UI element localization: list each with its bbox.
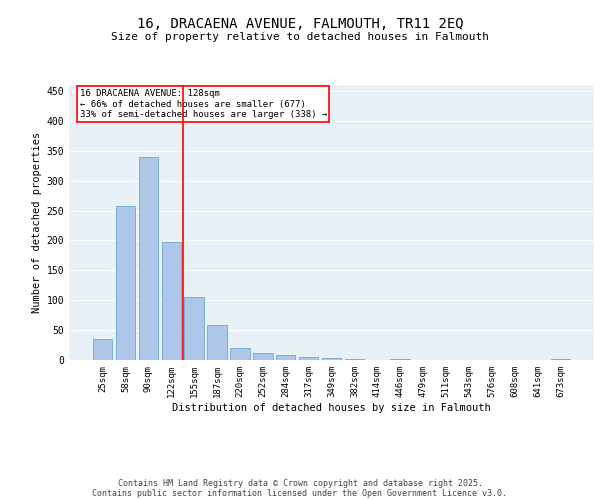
Text: Contains HM Land Registry data © Crown copyright and database right 2025.: Contains HM Land Registry data © Crown c… (118, 478, 482, 488)
Bar (116, 206, 135, 360)
Bar (161, 242, 181, 360)
Text: Contains public sector information licensed under the Open Government Licence v3: Contains public sector information licen… (92, 488, 508, 498)
Bar (208, 326, 227, 360)
Text: 16, DRACAENA AVENUE, FALMOUTH, TR11 2EQ: 16, DRACAENA AVENUE, FALMOUTH, TR11 2EQ (137, 18, 463, 32)
X-axis label: Distribution of detached houses by size in Falmouth: Distribution of detached houses by size … (172, 402, 491, 412)
Text: 16 DRACAENA AVENUE: 128sqm
← 66% of detached houses are smaller (677)
33% of sem: 16 DRACAENA AVENUE: 128sqm ← 66% of deta… (79, 89, 327, 119)
Text: Size of property relative to detached houses in Falmouth: Size of property relative to detached ho… (111, 32, 489, 42)
Bar (276, 355, 295, 360)
Bar (230, 348, 250, 360)
Bar (139, 156, 158, 360)
Bar (322, 358, 341, 360)
Bar (253, 354, 272, 360)
Bar (184, 297, 204, 360)
Bar (93, 339, 112, 360)
Y-axis label: Number of detached properties: Number of detached properties (32, 132, 43, 313)
Bar (299, 357, 319, 360)
